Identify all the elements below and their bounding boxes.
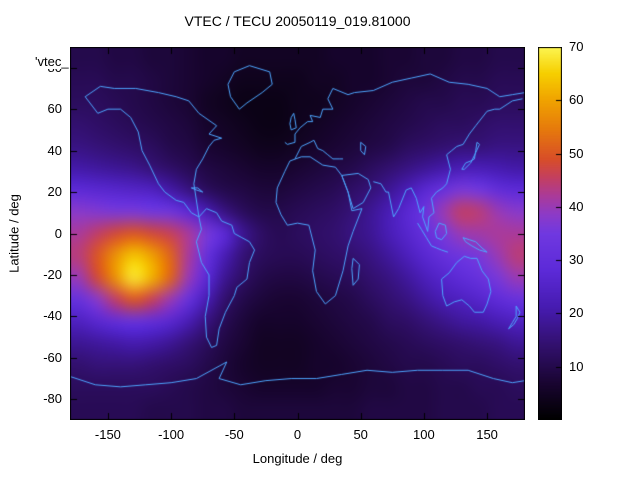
legend-key-label: 'vtec_ — [34, 54, 70, 69]
x-tick-label: 150 — [476, 427, 498, 442]
colorbar-canvas — [538, 47, 562, 420]
y-tick-label: -20 — [43, 266, 62, 282]
colorbar-tick-label: 20 — [569, 305, 584, 321]
x-tick-label: 0 — [293, 427, 302, 442]
vtec-heatmap-canvas — [70, 47, 525, 420]
colorbar-tick-label: 60 — [569, 92, 584, 108]
y-tick-label: -40 — [43, 308, 62, 324]
x-axis-label: Longitude / deg — [252, 451, 343, 466]
colorbar-tick-label: 40 — [569, 198, 584, 214]
y-tick-label: 0 — [54, 225, 62, 241]
x-tick-label: 100 — [413, 427, 435, 442]
colorbar-tick-label: 70 — [569, 39, 584, 54]
x-tick-label: 50 — [353, 427, 368, 442]
y-tick-label: 40 — [47, 142, 62, 158]
x-tick-label: -150 — [94, 427, 121, 442]
y-tick-label: 20 — [47, 184, 62, 200]
x-tick-label: -50 — [224, 427, 244, 442]
y-tick-label: -60 — [43, 349, 62, 365]
plot-title: VTEC / TECU 20050119_019.81000 — [184, 13, 411, 29]
y-tick-label: 60 — [47, 101, 62, 117]
colorbar-tick-label: 30 — [569, 252, 584, 268]
y-tick-label: -80 — [43, 391, 62, 407]
colorbar-tick-label: 50 — [569, 145, 584, 161]
x-tick-label: -100 — [158, 427, 185, 442]
colorbar-tick-label: 10 — [569, 358, 584, 374]
